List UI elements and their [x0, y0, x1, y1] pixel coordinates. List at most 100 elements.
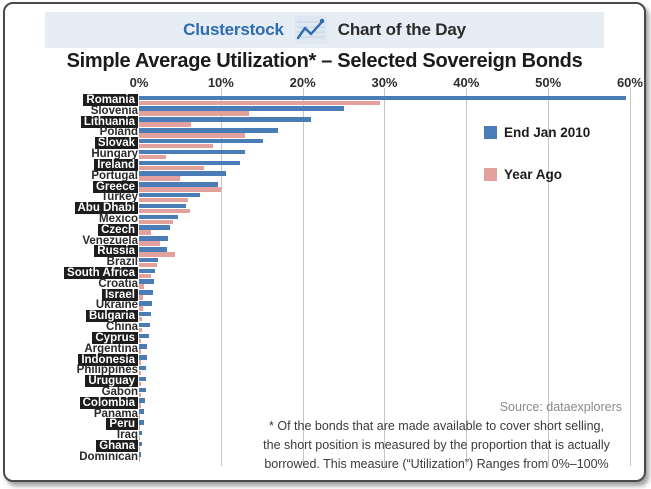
- chart-row-colombia: Colombia: [5, 396, 638, 409]
- bar-end-jan-2010: [139, 290, 153, 295]
- country-label: Iraq: [5, 429, 138, 441]
- country-label-text: Portugal: [91, 169, 138, 182]
- bar-year-ago: [139, 273, 152, 279]
- header-banner: Clusterstock Chart of the Day: [45, 12, 604, 48]
- plot-area: [139, 88, 631, 466]
- country-label-text: Slovak: [94, 137, 138, 150]
- bar-pair: [138, 419, 638, 430]
- bar-year-ago: [139, 392, 141, 398]
- country-label: Philippines: [5, 364, 138, 377]
- chart-row-panama: Panama: [5, 408, 638, 420]
- country-label: Ukraine: [5, 300, 138, 312]
- chart-row-croatia: Croatia: [5, 277, 638, 290]
- bar-year-ago: [139, 360, 142, 365]
- bar-year-ago: [139, 446, 140, 452]
- bar-pair: [138, 365, 638, 376]
- source-credit: Source: dataexplorers: [499, 400, 622, 414]
- country-label: Cyprus: [5, 331, 138, 344]
- bar-end-jan-2010: [139, 247, 167, 252]
- legend-item-year-ago: Year Ago: [484, 167, 590, 182]
- country-label-text: Poland: [99, 126, 138, 139]
- bar-pair: [138, 387, 638, 398]
- bar-end-jan-2010: [139, 203, 187, 209]
- country-label: Brazil: [5, 256, 138, 269]
- bar-end-jan-2010: [139, 268, 155, 274]
- bar-end-jan-2010: [139, 376, 147, 382]
- legend-item-end-jan-2010: End Jan 2010: [484, 125, 590, 140]
- gridline: [548, 88, 550, 466]
- chart-row-ireland: Ireland: [5, 158, 638, 171]
- bar-year-ago: [139, 349, 142, 354]
- country-label-text: Brazil: [106, 256, 138, 269]
- country-label: China: [5, 321, 138, 333]
- chart-card: Clusterstock Chart of the Day Simple Ave…: [3, 2, 646, 482]
- bar-end-jan-2010: [139, 214, 179, 220]
- country-label: Peru: [5, 418, 138, 431]
- country-label: Bulgaria: [5, 310, 138, 323]
- country-label-text: Croatia: [98, 277, 138, 290]
- bar-pair: [138, 257, 638, 268]
- chart-row-abu-dhabi: Abu Dhabi: [5, 202, 638, 215]
- country-label-text: Philippines: [76, 364, 138, 377]
- country-label-text: Indonesia: [78, 353, 138, 366]
- bar-year-ago: [139, 143, 213, 149]
- bar-year-ago: [139, 457, 140, 462]
- country-label: Gabon: [5, 386, 138, 398]
- bar-pair: [138, 203, 638, 214]
- bar-year-ago: [139, 241, 161, 246]
- bar-pair: [138, 214, 638, 225]
- bar-pair: [138, 236, 638, 247]
- chart-row-romania: Romania: [5, 94, 638, 106]
- bar-year-ago: [139, 295, 144, 300]
- country-label: South Africa: [5, 267, 138, 279]
- bar-year-ago: [139, 327, 143, 333]
- bar-pair: [138, 149, 638, 160]
- footnote-line: the short position is measured by the pr…: [263, 438, 610, 452]
- country-label-text: Peru: [106, 418, 138, 431]
- bar-pair: [138, 192, 638, 203]
- bar-end-jan-2010: [139, 344, 148, 349]
- bar-end-jan-2010: [139, 430, 143, 436]
- axis-tick-label: 60%: [616, 75, 643, 90]
- chart-row-mexico: Mexico: [5, 213, 638, 225]
- country-label: Argentina: [5, 343, 138, 355]
- gridline: [384, 88, 386, 466]
- bar-pair: [138, 441, 638, 452]
- bar-end-jan-2010: [139, 236, 169, 241]
- country-label-text: Russia: [94, 245, 138, 258]
- bar-year-ago: [139, 187, 221, 192]
- bar-end-jan-2010: [139, 95, 626, 101]
- bar-end-jan-2010: [139, 138, 264, 144]
- bar-year-ago: [139, 197, 189, 203]
- country-label-text: Colombia: [79, 396, 138, 409]
- bar-end-jan-2010: [139, 225, 171, 230]
- country-label-text: Bulgaria: [85, 310, 138, 323]
- bar-pair: [138, 160, 638, 171]
- chart-rows: Romania Slovenia Lithuania Poland Slovak Hung…: [5, 94, 638, 463]
- bar-end-jan-2010: [139, 365, 147, 371]
- bar-pair: [138, 300, 638, 311]
- bar-pair: [138, 182, 638, 193]
- bar-pair: [138, 246, 638, 257]
- footnote-line: borrowed. This measure (“Utilization”) R…: [264, 457, 609, 471]
- bar-year-ago: [139, 306, 144, 311]
- bar-year-ago: [139, 435, 140, 441]
- page-title: Simple Average Utilization* – Selected S…: [66, 50, 583, 72]
- bar-end-jan-2010: [139, 355, 148, 360]
- bar-year-ago: [139, 284, 144, 289]
- bar-end-jan-2010: [139, 452, 142, 457]
- bar-pair: [138, 225, 638, 236]
- bar-end-jan-2010: [139, 171, 226, 176]
- country-label: Indonesia: [5, 353, 138, 366]
- chart-row-ukraine: Ukraine: [5, 300, 638, 311]
- chart-row-israel: Israel: [5, 288, 638, 301]
- chart-row-turkey: Turkey: [5, 192, 638, 203]
- chart-row-greece: Greece: [5, 180, 638, 193]
- bar-pair: [138, 117, 638, 128]
- country-label-text: Venezuela: [82, 234, 138, 247]
- bar-end-jan-2010: [139, 441, 143, 447]
- legend-swatch-blue: [484, 126, 497, 139]
- gridline: [629, 88, 631, 466]
- bar-end-jan-2010: [139, 398, 145, 403]
- bar-end-jan-2010: [139, 128, 279, 133]
